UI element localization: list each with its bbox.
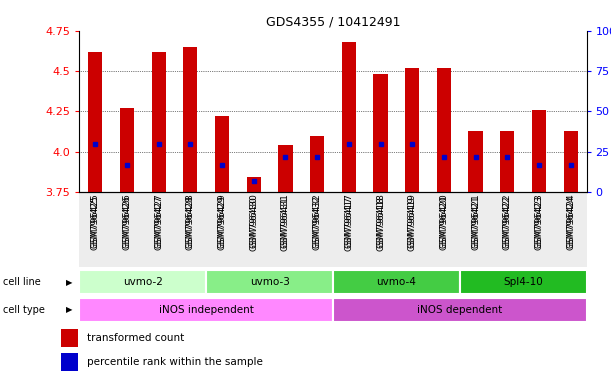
Text: ▶: ▶ [65,278,72,287]
Text: cell line: cell line [3,277,41,287]
Text: GSM796419: GSM796419 [408,196,417,251]
Text: GSM796418: GSM796418 [376,194,385,248]
Bar [238,192,269,267]
Bar [247,177,261,192]
Text: uvmo-3: uvmo-3 [250,277,290,287]
Text: GSM796423: GSM796423 [535,196,544,250]
Bar [459,270,587,295]
Text: GSM796420: GSM796420 [439,196,448,250]
Bar [532,110,546,192]
Bar [428,192,459,267]
Text: uvmo-2: uvmo-2 [123,277,163,287]
Bar [333,270,459,295]
Bar [523,192,555,267]
Text: GSM796429: GSM796429 [218,196,227,250]
Text: GSM796431: GSM796431 [281,194,290,248]
Text: GSM796421: GSM796421 [471,196,480,250]
Text: GSM796426: GSM796426 [122,196,131,250]
Bar [459,192,491,267]
Bar [279,145,293,192]
Bar [269,192,301,267]
Bar [79,192,111,267]
Bar [342,42,356,192]
Text: GSM796428: GSM796428 [186,194,195,248]
Text: GSM796432: GSM796432 [313,196,321,250]
Text: GSM796417: GSM796417 [345,194,353,248]
Bar [397,192,428,267]
Text: GSM796430: GSM796430 [249,196,258,251]
Text: GSM796420: GSM796420 [439,194,448,248]
Bar [79,298,333,322]
Text: GSM796419: GSM796419 [408,194,417,248]
Bar [365,192,397,267]
Bar [79,270,206,295]
Text: ▶: ▶ [65,305,72,314]
Bar [555,192,587,267]
Text: GSM796422: GSM796422 [503,196,512,250]
Text: GSM796425: GSM796425 [91,196,100,250]
Bar [61,329,78,346]
Text: Spl4-10: Spl4-10 [503,277,543,287]
Bar [111,192,143,267]
Bar [373,74,387,192]
Text: GSM796418: GSM796418 [376,196,385,251]
Bar [143,192,175,267]
Text: percentile rank within the sample: percentile rank within the sample [87,357,263,367]
Bar [310,136,324,192]
Bar [152,52,166,192]
Text: GSM796417: GSM796417 [345,196,353,251]
Text: GSM796432: GSM796432 [313,194,321,248]
Bar [120,108,134,192]
Text: GSM796429: GSM796429 [218,194,227,248]
Bar [175,192,207,267]
Bar [437,68,451,192]
Bar [88,52,103,192]
Bar [61,353,78,371]
Text: GSM796428: GSM796428 [186,196,195,250]
Text: GSM796424: GSM796424 [566,196,575,250]
Bar [206,270,333,295]
Bar [405,68,419,192]
Bar [563,131,578,192]
Text: GSM796430: GSM796430 [249,194,258,248]
Bar [469,131,483,192]
Text: GSM796425: GSM796425 [91,194,100,248]
Text: GSM796426: GSM796426 [122,194,131,248]
Text: GSM796431: GSM796431 [281,196,290,251]
Title: GDS4355 / 10412491: GDS4355 / 10412491 [266,15,400,28]
Bar [333,298,587,322]
Text: GSM796427: GSM796427 [154,194,163,248]
Text: iNOS dependent: iNOS dependent [417,305,502,315]
Text: GSM796427: GSM796427 [154,196,163,250]
Bar [301,192,333,267]
Bar [333,192,365,267]
Bar [215,116,229,192]
Bar [206,192,238,267]
Bar [183,47,197,192]
Text: iNOS independent: iNOS independent [159,305,254,315]
Text: cell type: cell type [3,305,45,315]
Text: GSM796422: GSM796422 [503,194,512,248]
Text: uvmo-4: uvmo-4 [376,277,416,287]
Bar [500,131,514,192]
Text: GSM796424: GSM796424 [566,194,575,248]
Text: GSM796421: GSM796421 [471,194,480,248]
Bar [491,192,523,267]
Text: transformed count: transformed count [87,333,184,343]
Text: GSM796423: GSM796423 [535,194,544,248]
